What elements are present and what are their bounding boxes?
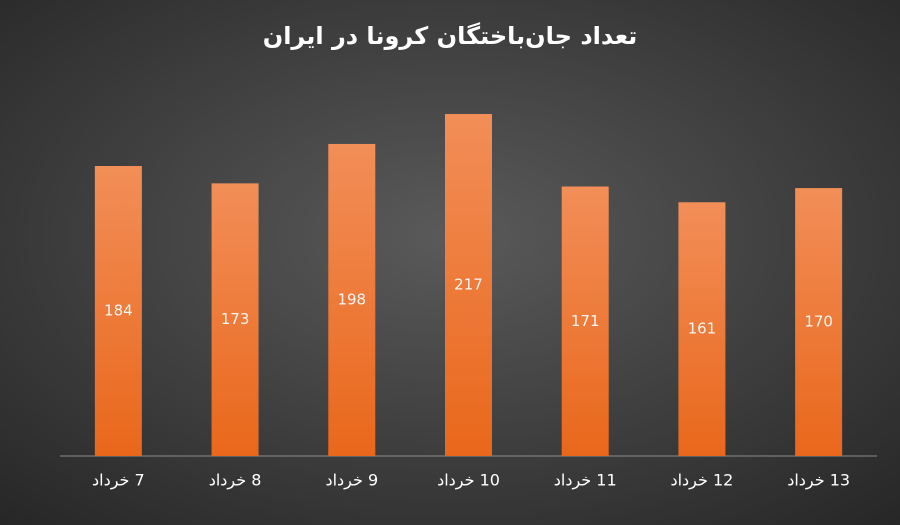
value-label: 184: [104, 302, 133, 320]
x-tick-label: 12 خرداد: [670, 471, 733, 491]
value-label: 198: [337, 290, 366, 308]
x-tick-label: 13 خرداد: [787, 471, 850, 491]
value-label: 161: [688, 320, 717, 338]
x-tick-label: 11 خرداد: [554, 471, 617, 491]
x-tick-label: 10 خرداد: [437, 471, 500, 491]
bar: [94, 166, 142, 457]
bar: [561, 186, 609, 456]
value-label: 217: [454, 276, 483, 294]
x-tick-label: 9 خرداد: [325, 471, 378, 491]
bar: [445, 114, 492, 457]
bar: [328, 143, 376, 456]
value-label: 170: [804, 313, 833, 331]
x-tick-label: 7 خرداد: [92, 471, 145, 491]
bar: [795, 188, 843, 456]
bar: [211, 183, 259, 457]
chart-title: تعداد جان‌باختگان کرونا در ایران: [263, 22, 638, 50]
x-tick-label: 8 خرداد: [209, 471, 262, 491]
value-label: 171: [571, 312, 600, 330]
bar: [678, 202, 726, 456]
value-label: 173: [221, 310, 250, 328]
